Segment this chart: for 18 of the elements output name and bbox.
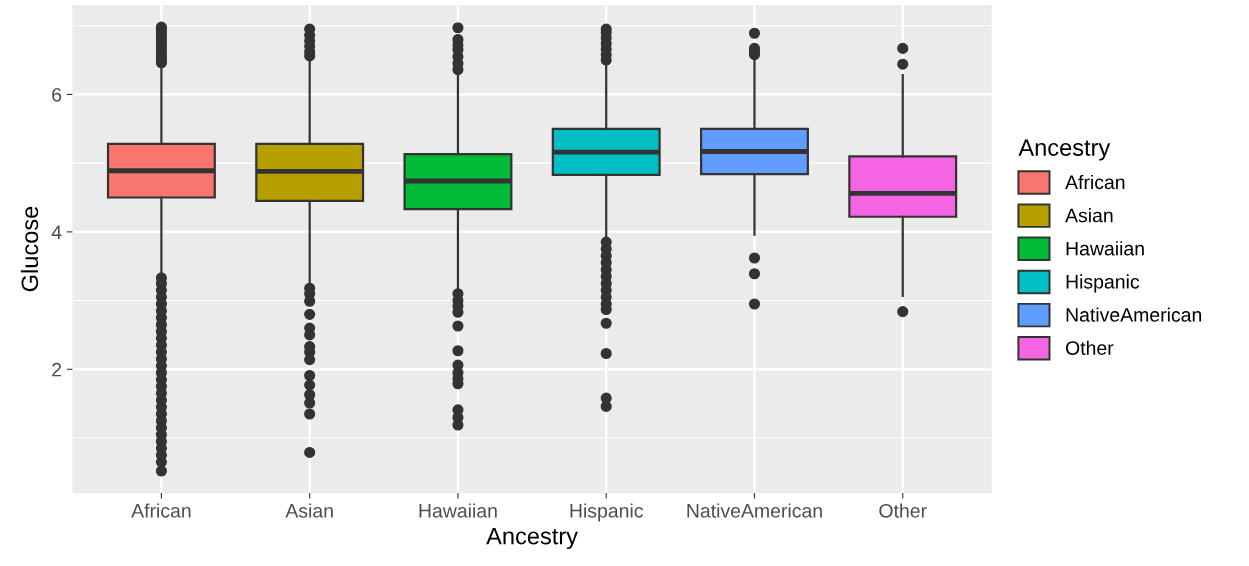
legend-label: Hawaiian — [1066, 241, 1144, 256]
y-axis-title: Glucose — [20, 206, 39, 292]
x-tick-label: African — [131, 503, 191, 518]
x-tick-label: Asian — [285, 503, 333, 518]
legend-label: Hispanic — [1066, 274, 1140, 293]
legend-label: Asian — [1065, 208, 1113, 223]
y-tick-label: 4 — [51, 225, 62, 239]
x-tick-label: NativeAmerican — [687, 503, 822, 518]
x-tick-label: Hawaiian — [419, 503, 497, 518]
y-tick-label: 2 — [52, 362, 62, 377]
legend-label: NativeAmerican — [1066, 307, 1202, 322]
legend-label: Other — [1065, 340, 1114, 355]
legend-title: Ancestry — [1018, 139, 1111, 161]
y-tick-label: 6 — [52, 87, 62, 102]
x-axis-title: Ancestry — [486, 527, 578, 550]
x-tick-label: Other — [879, 503, 927, 518]
legend-label: African — [1065, 174, 1125, 190]
x-tick-label: Hispanic — [570, 503, 643, 522]
